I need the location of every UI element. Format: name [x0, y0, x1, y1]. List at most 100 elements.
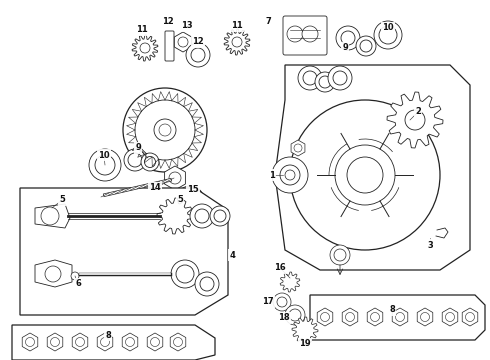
Polygon shape	[280, 272, 300, 292]
Circle shape	[341, 31, 355, 45]
Circle shape	[330, 245, 350, 265]
Circle shape	[171, 260, 199, 288]
Circle shape	[277, 297, 287, 307]
Circle shape	[298, 66, 322, 90]
Polygon shape	[170, 333, 186, 351]
Polygon shape	[367, 308, 383, 326]
Polygon shape	[387, 92, 443, 148]
Polygon shape	[310, 295, 485, 340]
Circle shape	[315, 72, 335, 92]
Polygon shape	[342, 308, 358, 326]
Polygon shape	[392, 308, 408, 326]
Circle shape	[159, 124, 171, 136]
FancyBboxPatch shape	[283, 16, 327, 55]
Polygon shape	[157, 198, 193, 234]
Circle shape	[333, 71, 347, 85]
Polygon shape	[12, 325, 215, 360]
Circle shape	[302, 26, 318, 42]
Text: 1: 1	[269, 171, 275, 180]
Polygon shape	[442, 308, 458, 326]
Circle shape	[195, 272, 219, 296]
Circle shape	[345, 312, 354, 321]
Text: 8: 8	[389, 306, 395, 315]
Circle shape	[210, 206, 230, 226]
Circle shape	[466, 312, 474, 321]
Circle shape	[320, 312, 329, 321]
Text: 10: 10	[98, 150, 110, 159]
Polygon shape	[174, 32, 192, 52]
Polygon shape	[35, 260, 72, 287]
Circle shape	[141, 153, 159, 171]
Polygon shape	[72, 333, 88, 351]
Circle shape	[45, 266, 61, 282]
Circle shape	[176, 265, 194, 283]
Polygon shape	[20, 188, 228, 315]
Circle shape	[169, 172, 181, 184]
Circle shape	[445, 312, 455, 321]
Circle shape	[125, 338, 134, 346]
Circle shape	[200, 277, 214, 291]
Polygon shape	[462, 308, 478, 326]
Circle shape	[214, 210, 226, 222]
Circle shape	[176, 186, 204, 214]
Polygon shape	[47, 333, 63, 351]
Circle shape	[89, 149, 121, 181]
Circle shape	[123, 88, 207, 172]
Text: 17: 17	[262, 297, 274, 306]
Circle shape	[95, 155, 115, 175]
Circle shape	[178, 37, 188, 47]
Circle shape	[181, 191, 199, 209]
Circle shape	[273, 293, 291, 311]
Circle shape	[289, 309, 301, 321]
Circle shape	[420, 312, 430, 321]
Circle shape	[356, 36, 376, 56]
Circle shape	[303, 71, 317, 85]
Polygon shape	[275, 65, 470, 270]
Circle shape	[100, 338, 109, 346]
Circle shape	[50, 338, 59, 346]
Text: 12: 12	[192, 37, 204, 46]
Text: 16: 16	[274, 264, 286, 273]
Text: 12: 12	[162, 18, 174, 27]
Circle shape	[145, 157, 155, 167]
Circle shape	[328, 66, 352, 90]
Polygon shape	[97, 333, 113, 351]
Polygon shape	[317, 308, 333, 326]
Polygon shape	[147, 333, 163, 351]
Circle shape	[232, 37, 242, 47]
Circle shape	[319, 76, 331, 88]
Polygon shape	[22, 333, 38, 351]
Circle shape	[379, 26, 397, 44]
Polygon shape	[35, 204, 70, 228]
Circle shape	[173, 338, 182, 346]
Circle shape	[285, 170, 295, 180]
Circle shape	[185, 195, 195, 205]
Circle shape	[124, 149, 146, 171]
Circle shape	[370, 312, 379, 321]
Text: 15: 15	[187, 185, 199, 194]
Circle shape	[287, 26, 303, 42]
Polygon shape	[292, 317, 318, 343]
Circle shape	[140, 43, 150, 53]
Circle shape	[290, 100, 440, 250]
Circle shape	[41, 207, 59, 225]
Text: 9: 9	[135, 144, 141, 153]
Text: 6: 6	[75, 279, 81, 288]
Circle shape	[25, 338, 34, 346]
Circle shape	[75, 338, 84, 346]
Circle shape	[336, 26, 360, 50]
Polygon shape	[122, 333, 138, 351]
Polygon shape	[165, 166, 185, 190]
Circle shape	[294, 144, 302, 152]
Circle shape	[128, 153, 142, 167]
Text: 10: 10	[382, 23, 394, 32]
Polygon shape	[291, 140, 305, 156]
Text: 13: 13	[181, 22, 193, 31]
Polygon shape	[417, 308, 433, 326]
Circle shape	[374, 21, 402, 49]
FancyBboxPatch shape	[165, 31, 174, 61]
Circle shape	[334, 249, 346, 261]
Polygon shape	[224, 29, 250, 55]
Circle shape	[272, 157, 308, 193]
Circle shape	[135, 100, 195, 160]
